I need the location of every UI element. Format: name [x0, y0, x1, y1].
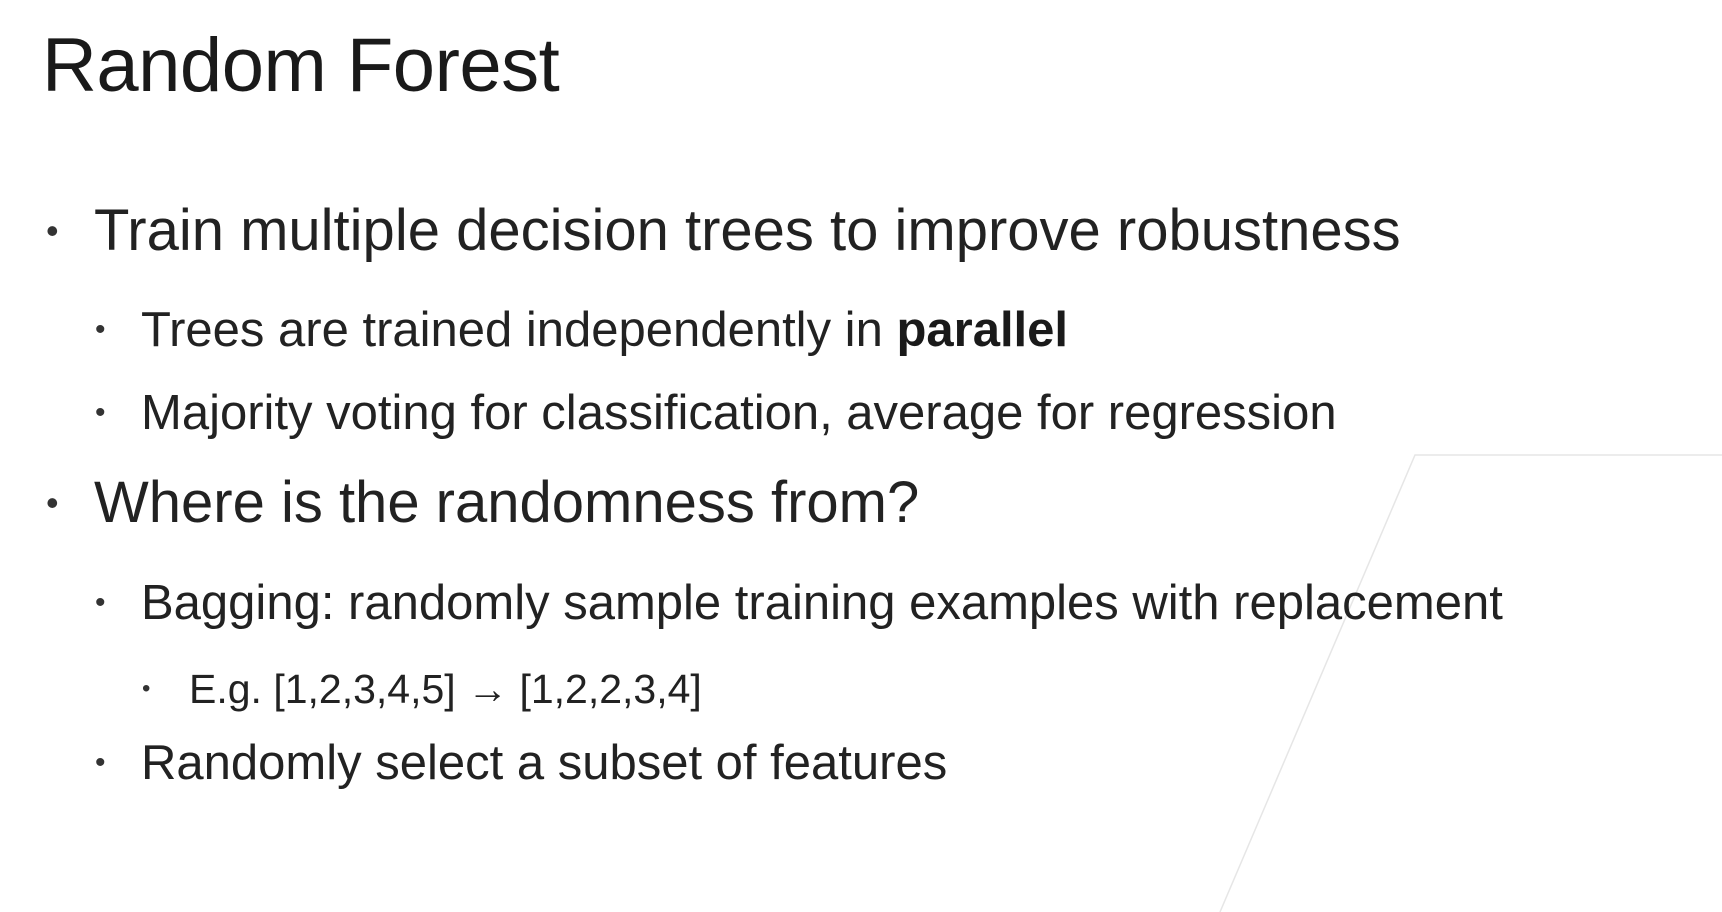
slide-title: Random Forest [42, 23, 560, 108]
bullet-dot: • [95, 746, 106, 779]
bullet-majority-voting: Majority voting for classification, aver… [141, 386, 1337, 440]
bullet-text-bold: parallel [896, 303, 1069, 357]
bullet-dot: • [95, 586, 106, 619]
bullet-dot: • [95, 396, 106, 429]
bullet-random-feature-subset: Randomly select a subset of features [141, 736, 948, 790]
bullet-dot: • [95, 313, 106, 346]
bullet-train-multiple-trees: Train multiple decision trees to improve… [94, 198, 1401, 263]
bullet-text-plain: Trees are trained independently in [141, 303, 897, 357]
bullet-trees-trained-parallel: Trees are trained independently in paral… [141, 300, 1068, 360]
bullet-dot: • [46, 210, 59, 251]
bullet-dot: • [142, 675, 151, 702]
bullet-randomness-question: Where is the randomness from? [94, 470, 920, 535]
bullet-dot: • [46, 482, 59, 523]
bullet-bagging: Bagging: randomly sample training exampl… [141, 576, 1503, 630]
bullet-bagging-example: E.g. [1,2,3,4,5] → [1,2,2,3,4] [189, 666, 702, 712]
